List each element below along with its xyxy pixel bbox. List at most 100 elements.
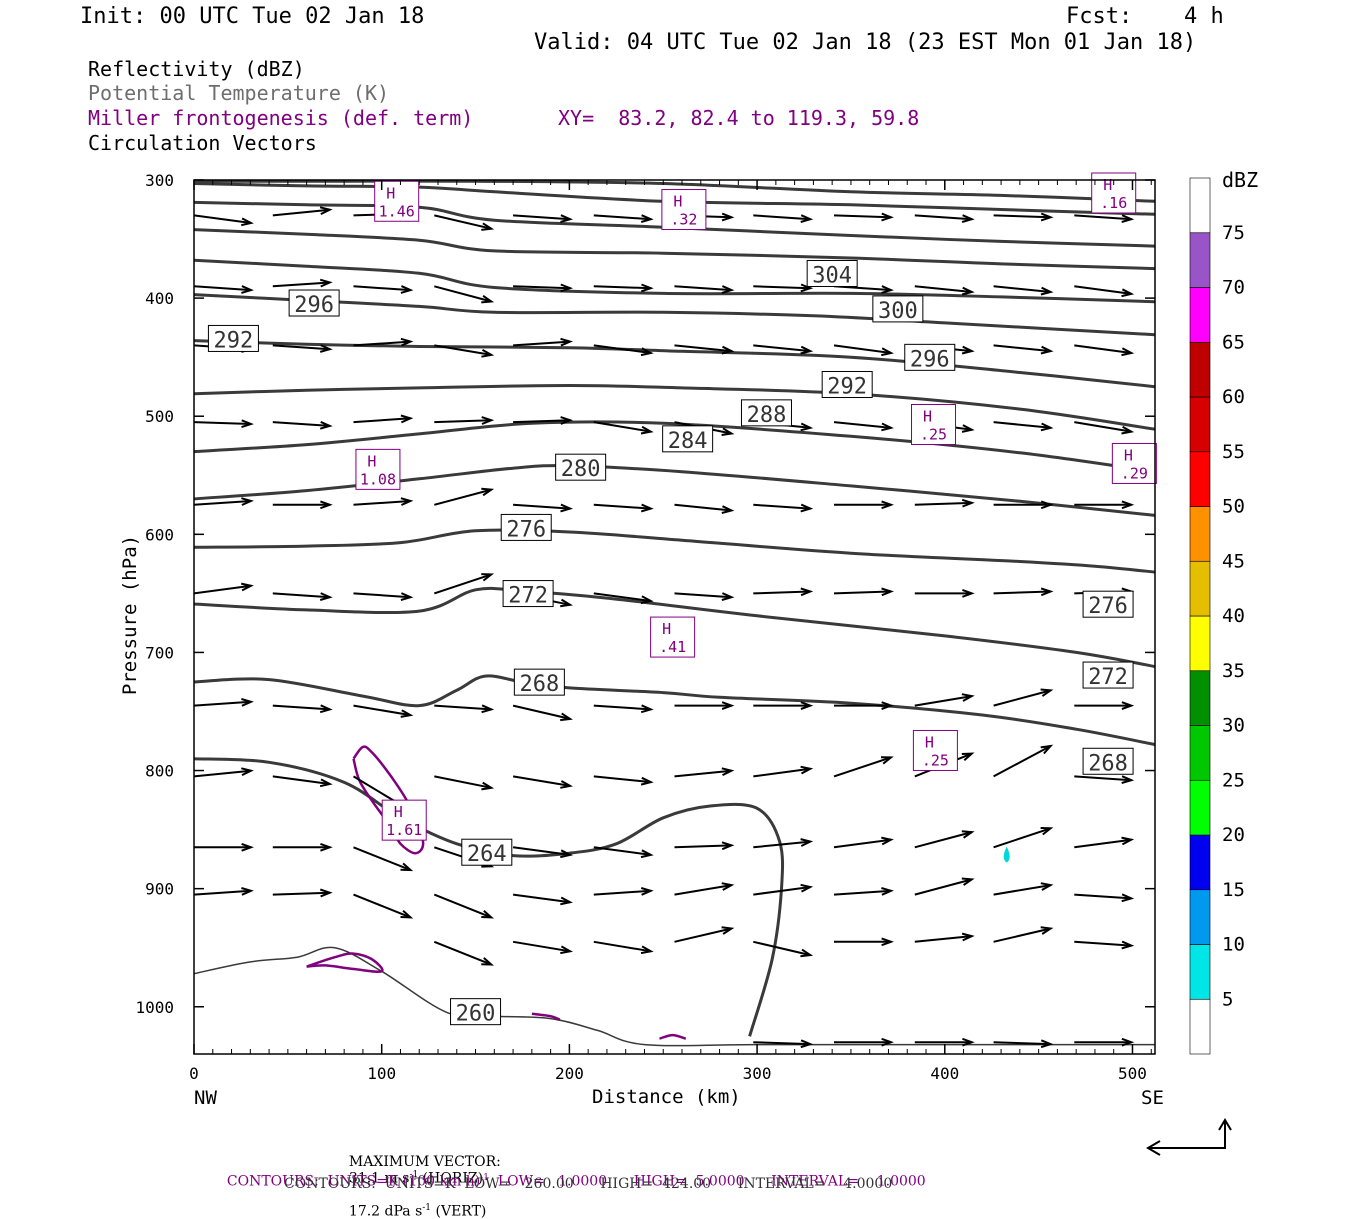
circulation-vector-head [880, 756, 894, 765]
circulation-vector [1074, 285, 1132, 295]
circulation-vector-head [800, 838, 814, 847]
circulation-vector [993, 285, 1051, 293]
circulation-vector-head [481, 349, 495, 358]
circulation-vector-head [241, 767, 254, 776]
theta-label: 268 [519, 672, 559, 697]
circulation-vector-head [721, 841, 735, 851]
circulation-vector-head [1040, 422, 1054, 432]
circulation-vector [674, 592, 732, 599]
circulation-vector [833, 421, 892, 429]
theta-label: 288 [747, 403, 787, 428]
circulation-vector [993, 927, 1051, 943]
circulation-vector-head [481, 222, 495, 231]
colorbar-level-label: 70 [1222, 277, 1245, 299]
frontogenesis-high-value: .25 [922, 751, 949, 769]
circulation-vector-head [961, 693, 975, 702]
frontogenesis-high-value: .25 [920, 425, 947, 443]
theta-contour-312 [194, 182, 1155, 216]
colorbar-swatch [1189, 615, 1211, 672]
circulation-vector-head [481, 573, 495, 582]
circulation-vector-head [241, 698, 254, 707]
circulation-vector [753, 1041, 811, 1046]
circulation-vector [353, 500, 411, 506]
circulation-vector-head [319, 778, 333, 788]
circulation-vector [833, 590, 892, 595]
init-time: Init: 00 UTC Tue 02 Jan 18 [80, 4, 425, 29]
colorbar-swatch [1189, 396, 1211, 453]
circulation-vector-head [241, 419, 254, 429]
reference-vector-icon [1146, 1118, 1232, 1156]
y-tick-label: 300 [145, 171, 174, 190]
y-tick-label: 600 [145, 525, 174, 544]
circulation-vector [194, 285, 252, 292]
circulation-vector [194, 421, 252, 425]
theta-label: 272 [508, 584, 548, 609]
circulation-vector [993, 1041, 1051, 1046]
reflectivity-echoes [1003, 846, 1010, 863]
circulation-vector-head [721, 882, 735, 891]
y-axis-title: Pressure (hPa) [119, 534, 141, 696]
circulation-vector [1074, 940, 1132, 947]
circulation-vector-head [800, 883, 814, 893]
circulation-vector [753, 344, 811, 353]
circulation-vector-head [721, 505, 735, 514]
colorbar-swatch [1189, 287, 1211, 343]
circulation-vector-head [400, 862, 414, 872]
circulation-vector-head [961, 498, 975, 508]
circulation-vector-head [881, 1037, 894, 1047]
field-reflectivity: Reflectivity (dBZ) [88, 57, 305, 81]
colorbar-level-label: 20 [1222, 824, 1245, 846]
theta-label-box [872, 295, 924, 323]
circulation-vector [593, 846, 651, 856]
colorbar-level-label: 65 [1222, 331, 1245, 353]
colorbar-level-label: 10 [1222, 934, 1245, 956]
colorbar-unit: dBZ [1222, 168, 1259, 192]
circulation-vector-head [721, 345, 735, 355]
circulation-vector-head [481, 416, 495, 425]
circulation-vector-head [481, 487, 495, 497]
x-tick-label: 500 [1118, 1064, 1147, 1083]
theta-contour-288 [194, 383, 1155, 431]
circulation-vector [353, 893, 411, 919]
colorbar-swatch [1189, 560, 1211, 617]
circulation-vector [914, 285, 972, 293]
circulation-vector-head [1040, 827, 1054, 836]
colorbar-swatch [1189, 341, 1211, 398]
theta-label: 304 [812, 263, 852, 288]
circulation-vector-head [640, 945, 654, 955]
circulation-vector-head [640, 887, 654, 896]
circulation-vector [353, 285, 411, 292]
circulation-vector-head [560, 337, 574, 347]
circulation-vector-head [881, 836, 894, 846]
circulation-vector [512, 775, 571, 787]
circulation-vector [914, 214, 972, 221]
circulation-vector [993, 214, 1051, 219]
frontogenesis-high-letter: H [673, 193, 682, 211]
theta-contour-260 [194, 946, 1155, 1047]
circulation-vector [593, 940, 651, 953]
circulation-vector [833, 214, 892, 219]
frontogenesis-high-value: .41 [659, 638, 686, 656]
theta-label-box [500, 513, 552, 541]
frontogenesis-high-letter: H [923, 407, 932, 425]
circulation-vector-head [1040, 500, 1054, 510]
colorbar-level-label: 60 [1222, 386, 1245, 408]
circulation-vector [674, 844, 732, 849]
circulation-vector [513, 285, 571, 290]
theta-contour-276 [194, 528, 1155, 574]
circulation-vector-head [481, 294, 495, 304]
circulation-vector [434, 344, 492, 356]
circulation-vector [993, 689, 1051, 707]
max-vert-value: 17.2 dPa s [348, 1203, 423, 1219]
circulation-vector [674, 285, 732, 292]
circulation-vector-head [962, 588, 975, 598]
circulation-vector [272, 592, 330, 599]
circulation-vector [753, 840, 811, 849]
circulation-vector-head [881, 587, 894, 597]
circulation-vector-head [1121, 940, 1135, 950]
theta-label: 296 [294, 293, 334, 318]
circulation-vector [593, 503, 651, 510]
circulation-vector [753, 940, 811, 957]
circulation-vector [272, 891, 330, 896]
circulation-vector-head [241, 285, 254, 294]
